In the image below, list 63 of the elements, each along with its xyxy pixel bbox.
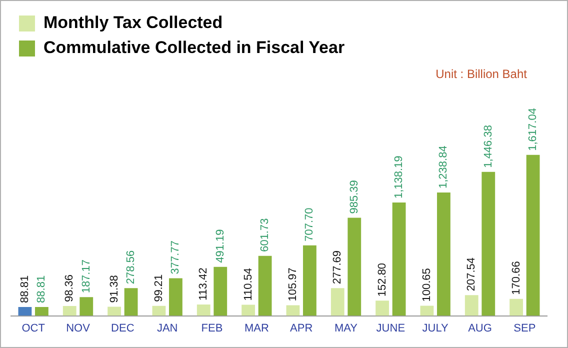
legend-label: Commulative Collected in Fiscal Year	[44, 38, 345, 58]
x-tick-label: AUG	[468, 322, 492, 334]
data-label: 187.17	[80, 260, 92, 294]
x-tick-label: JUNE	[376, 322, 406, 334]
data-label: 1,138.19	[393, 156, 406, 199]
data-label: 100.65	[420, 268, 433, 302]
x-tick-label: JULY	[422, 322, 450, 334]
bar	[420, 306, 434, 316]
data-label: 1,617.04	[527, 108, 540, 151]
bar	[482, 172, 496, 316]
x-tick-label: DEC	[111, 322, 134, 334]
x-tick-label: APR	[290, 322, 313, 334]
data-label: 707.70	[304, 208, 316, 242]
bar	[348, 218, 362, 316]
bar	[437, 192, 450, 316]
bar	[464, 295, 478, 316]
data-label: 113.42	[198, 268, 210, 301]
bar	[526, 154, 540, 316]
data-label: 98.36	[64, 274, 76, 302]
data-label: 170.66	[510, 261, 522, 295]
bar	[376, 300, 389, 316]
data-label: 91.38	[108, 275, 120, 303]
data-label: 377.77	[170, 240, 182, 274]
x-tick-label: FEB	[201, 322, 223, 334]
data-label: 601.73	[259, 218, 272, 252]
legend-label: Monthly Tax Collected	[44, 13, 223, 32]
bar	[214, 266, 228, 316]
bar	[152, 306, 166, 316]
x-tick-label: NOV	[66, 322, 91, 334]
x-tick-label: MAY	[334, 322, 358, 334]
x-tick-label: SEP	[514, 322, 536, 334]
bar	[286, 305, 300, 316]
data-label: 278.56	[125, 250, 138, 284]
data-label: 99.21	[152, 274, 165, 302]
bar	[62, 306, 76, 316]
bar	[124, 288, 138, 316]
x-tick-label: OCT	[22, 322, 46, 334]
data-label: 277.69	[332, 250, 344, 284]
bar	[392, 202, 406, 316]
bar	[35, 306, 48, 316]
bar	[242, 304, 255, 316]
bar	[196, 304, 210, 316]
bar	[330, 288, 344, 316]
bar	[258, 256, 272, 316]
data-label: 1,446.38	[482, 125, 494, 168]
x-tick-label: JAN	[156, 322, 178, 334]
data-label: 207.54	[466, 257, 478, 292]
bar	[80, 297, 94, 316]
bar	[510, 298, 523, 316]
x-tick-label: MAR	[244, 322, 269, 334]
data-label: 152.80	[376, 262, 388, 297]
bar	[108, 306, 121, 316]
data-label: 491.19	[214, 229, 226, 263]
bar	[169, 278, 182, 316]
bar	[303, 245, 316, 316]
data-label: 88.81	[18, 275, 31, 303]
text: Unit : Billion Baht	[436, 67, 527, 81]
data-label: 1,238.84	[438, 146, 450, 189]
data-label: 110.54	[242, 268, 254, 301]
data-label: 985.39	[348, 180, 360, 214]
bar	[18, 306, 32, 316]
data-label: 105.97	[286, 268, 299, 302]
data-label: 88.81	[36, 275, 48, 303]
